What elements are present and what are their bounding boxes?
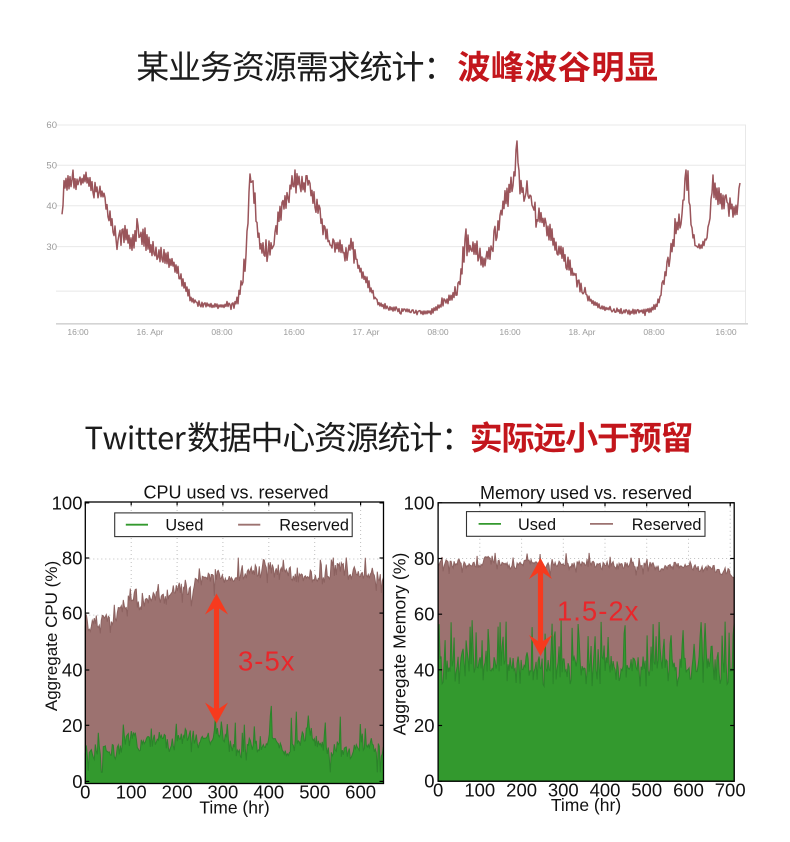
svg-text:Time (hr): Time (hr) [551, 795, 621, 815]
svg-text:0: 0 [433, 780, 443, 801]
svg-text:100: 100 [116, 782, 147, 803]
svg-text:30: 30 [46, 242, 57, 253]
svg-text:08:00: 08:00 [211, 327, 233, 337]
svg-text:80: 80 [414, 548, 435, 569]
svg-text:300: 300 [207, 782, 238, 803]
svg-text:400: 400 [253, 782, 284, 803]
svg-text:20: 20 [62, 715, 83, 736]
svg-text:60: 60 [46, 120, 57, 131]
svg-text:600: 600 [345, 782, 376, 803]
svg-text:Used: Used [165, 517, 203, 535]
svg-text:60: 60 [414, 604, 435, 625]
svg-text:400: 400 [590, 780, 621, 801]
svg-text:60: 60 [62, 603, 83, 624]
svg-text:600: 600 [673, 780, 704, 801]
svg-text:0: 0 [80, 782, 90, 803]
svg-text:Aggregate CPU (%): Aggregate CPU (%) [42, 561, 61, 711]
svg-text:16:00: 16:00 [283, 327, 305, 337]
svg-text:1.5-2x: 1.5-2x [557, 596, 639, 627]
svg-text:Reserved: Reserved [279, 517, 349, 535]
svg-text:40: 40 [46, 201, 57, 212]
svg-text:Memory used vs. reserved: Memory used vs. reserved [480, 483, 692, 503]
svg-text:0: 0 [72, 771, 82, 792]
svg-text:500: 500 [299, 782, 330, 803]
svg-text:40: 40 [62, 660, 83, 681]
svg-text:100: 100 [404, 492, 435, 513]
svg-text:300: 300 [548, 780, 579, 801]
svg-text:50: 50 [46, 161, 57, 172]
svg-text:100: 100 [464, 780, 495, 801]
svg-text:0: 0 [424, 771, 434, 792]
svg-text:18. Apr: 18. Apr [569, 327, 596, 337]
svg-text:500: 500 [631, 780, 662, 801]
svg-text:80: 80 [62, 548, 83, 569]
svg-text:100: 100 [52, 492, 83, 513]
svg-text:08:00: 08:00 [643, 327, 665, 337]
svg-text:3-5x: 3-5x [238, 646, 296, 677]
svg-text:16:00: 16:00 [715, 327, 737, 337]
svg-text:Time (hr): Time (hr) [199, 798, 269, 818]
svg-text:200: 200 [162, 782, 193, 803]
svg-text:CPU used vs. reserved: CPU used vs. reserved [143, 483, 328, 503]
svg-text:Aggregate Memory (%): Aggregate Memory (%) [390, 553, 410, 736]
svg-text:08:00: 08:00 [427, 327, 449, 337]
svg-text:17. Apr: 17. Apr [353, 327, 380, 337]
svg-text:16:00: 16:00 [499, 327, 521, 337]
svg-text:40: 40 [414, 659, 435, 680]
svg-text:Used: Used [518, 516, 556, 534]
svg-text:16:00: 16:00 [67, 327, 89, 337]
svg-text:700: 700 [715, 780, 746, 801]
svg-text:16. Apr: 16. Apr [137, 327, 164, 337]
svg-text:20: 20 [414, 715, 435, 736]
svg-text:200: 200 [506, 780, 537, 801]
svg-text:Reserved: Reserved [632, 516, 702, 534]
